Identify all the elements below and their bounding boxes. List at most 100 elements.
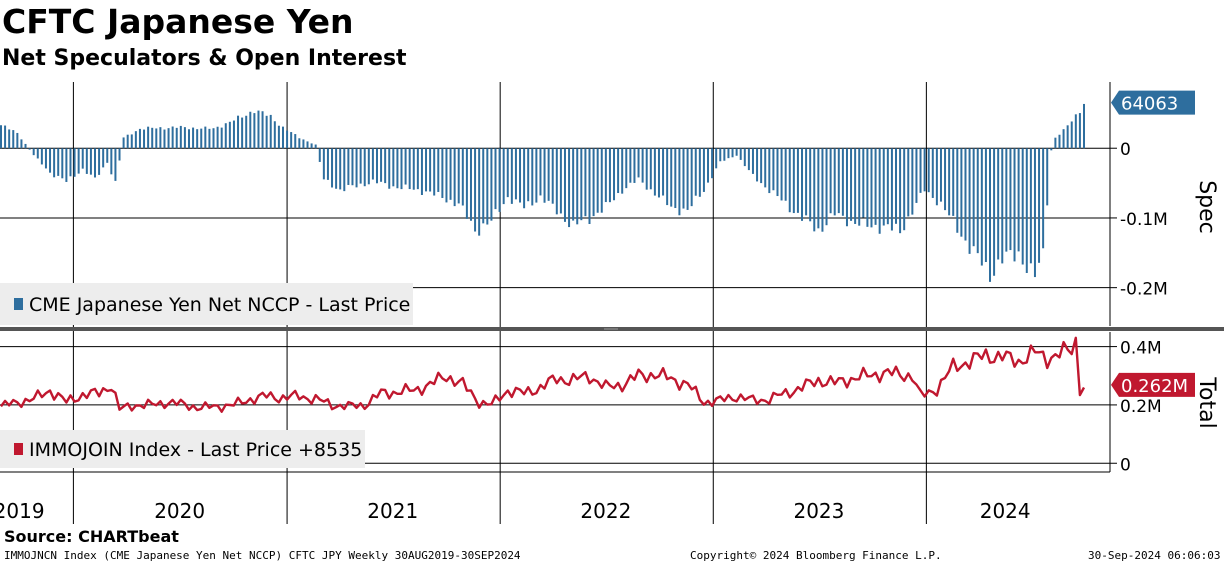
spec-bar	[756, 148, 759, 182]
spec-bar	[465, 148, 468, 219]
spec-bar	[400, 148, 403, 190]
spec-bar	[237, 115, 240, 149]
spec-bar	[290, 132, 293, 149]
spec-bar	[351, 148, 354, 186]
spec-bar	[257, 110, 260, 149]
spec-bar	[159, 127, 162, 149]
spec-bar	[1009, 148, 1012, 251]
spec-bar	[175, 127, 178, 149]
spec-bar	[617, 148, 620, 194]
spec-bar	[388, 148, 391, 189]
spec-bar	[878, 148, 881, 234]
spec-legend-bg	[0, 283, 413, 325]
spec-bar	[106, 148, 109, 163]
spec-bar	[944, 148, 947, 211]
spec-bar	[1021, 148, 1024, 265]
spec-bar	[1038, 148, 1041, 263]
spec-bar	[551, 148, 554, 204]
spec-bar	[588, 148, 591, 224]
spec-bar	[543, 148, 546, 203]
spec-bar	[890, 148, 893, 231]
spec-bar	[805, 148, 808, 216]
spec-bar	[269, 114, 272, 149]
spec-bar	[441, 148, 444, 198]
spec-bar	[122, 137, 125, 149]
spec-bar	[134, 131, 137, 149]
spec-bar	[776, 148, 779, 197]
spec-bar	[796, 148, 799, 213]
spec-bar	[171, 126, 174, 149]
total-tick-label: 0.4M	[1120, 339, 1162, 359]
spec-bar	[118, 148, 121, 161]
spec-bar	[85, 148, 88, 174]
spec-bar	[633, 148, 636, 183]
spec-bar	[935, 148, 938, 206]
spec-bar	[359, 148, 362, 184]
total-tick-label: 0	[1120, 455, 1131, 475]
spec-bar	[854, 148, 857, 224]
spec-bar	[764, 148, 767, 188]
spec-bar	[584, 148, 587, 217]
spec-bar	[1001, 148, 1004, 264]
spec-bar	[604, 148, 607, 203]
spec-bar	[621, 148, 624, 194]
spec-bar	[813, 148, 816, 232]
spec-bar	[792, 148, 795, 214]
spec-bar	[527, 148, 530, 202]
spec-bar	[923, 148, 926, 192]
spec-bar	[65, 148, 68, 182]
spec-bar	[784, 148, 787, 201]
spec-bar	[801, 148, 804, 221]
spec-bar	[715, 148, 718, 169]
spec-bar	[510, 148, 513, 204]
spec-legend-swatch	[14, 298, 23, 310]
spec-bar	[1042, 148, 1045, 249]
spec-bar	[939, 148, 942, 202]
spec-bar	[232, 120, 235, 149]
x-year-label: 2019	[0, 499, 45, 523]
spec-bar	[24, 143, 27, 149]
spec-bar	[1074, 114, 1077, 149]
footer-copyright: Copyright© 2024 Bloomberg Finance L.P.	[690, 549, 942, 562]
spec-bar	[490, 148, 493, 221]
spec-bar	[1013, 148, 1016, 262]
spec-bar	[396, 148, 399, 189]
spec-legend-text: CME Japanese Yen Net NCCP - Last Price	[29, 294, 410, 316]
spec-bar	[343, 148, 346, 192]
spec-bar	[899, 148, 902, 234]
spec-legend: CME Japanese Yen Net NCCP - Last Price	[0, 283, 413, 325]
spec-bar	[788, 148, 791, 213]
spec-bar	[956, 148, 959, 233]
spec-bar	[375, 148, 378, 184]
total-tick-label: 0.2M	[1120, 397, 1162, 417]
spec-bar	[1029, 148, 1032, 264]
spec-bar	[833, 148, 836, 216]
spec-bar	[825, 148, 828, 226]
spec-bars	[0, 103, 1085, 282]
spec-bar	[318, 148, 321, 162]
spec-bar	[89, 148, 92, 175]
spec-bar	[482, 148, 485, 224]
spec-bar	[53, 148, 56, 178]
spec-bar	[662, 148, 665, 196]
total-legend-text: IMMOJOIN Index - Last Price +8535	[29, 439, 362, 461]
spec-bar	[204, 126, 207, 149]
spec-bar	[81, 148, 84, 169]
spec-bar	[192, 127, 195, 149]
spec-bar	[1025, 148, 1028, 273]
spec-tick-label: -0.1M	[1120, 210, 1168, 230]
spec-bar	[335, 148, 338, 189]
spec-bar	[322, 148, 325, 180]
spec-bar	[1058, 134, 1061, 149]
total-legend-bg	[0, 430, 365, 468]
spec-bar	[972, 148, 975, 247]
spec-bar	[850, 148, 853, 221]
source-label: Source: CHARTbeat	[4, 527, 179, 546]
spec-bar	[707, 148, 710, 183]
spec-bar	[960, 148, 963, 237]
spec-bar	[580, 148, 583, 221]
spec-tick-label: -0.2M	[1120, 280, 1168, 300]
spec-bar	[253, 113, 256, 149]
spec-bar	[179, 125, 182, 149]
spec-bar	[469, 148, 472, 221]
